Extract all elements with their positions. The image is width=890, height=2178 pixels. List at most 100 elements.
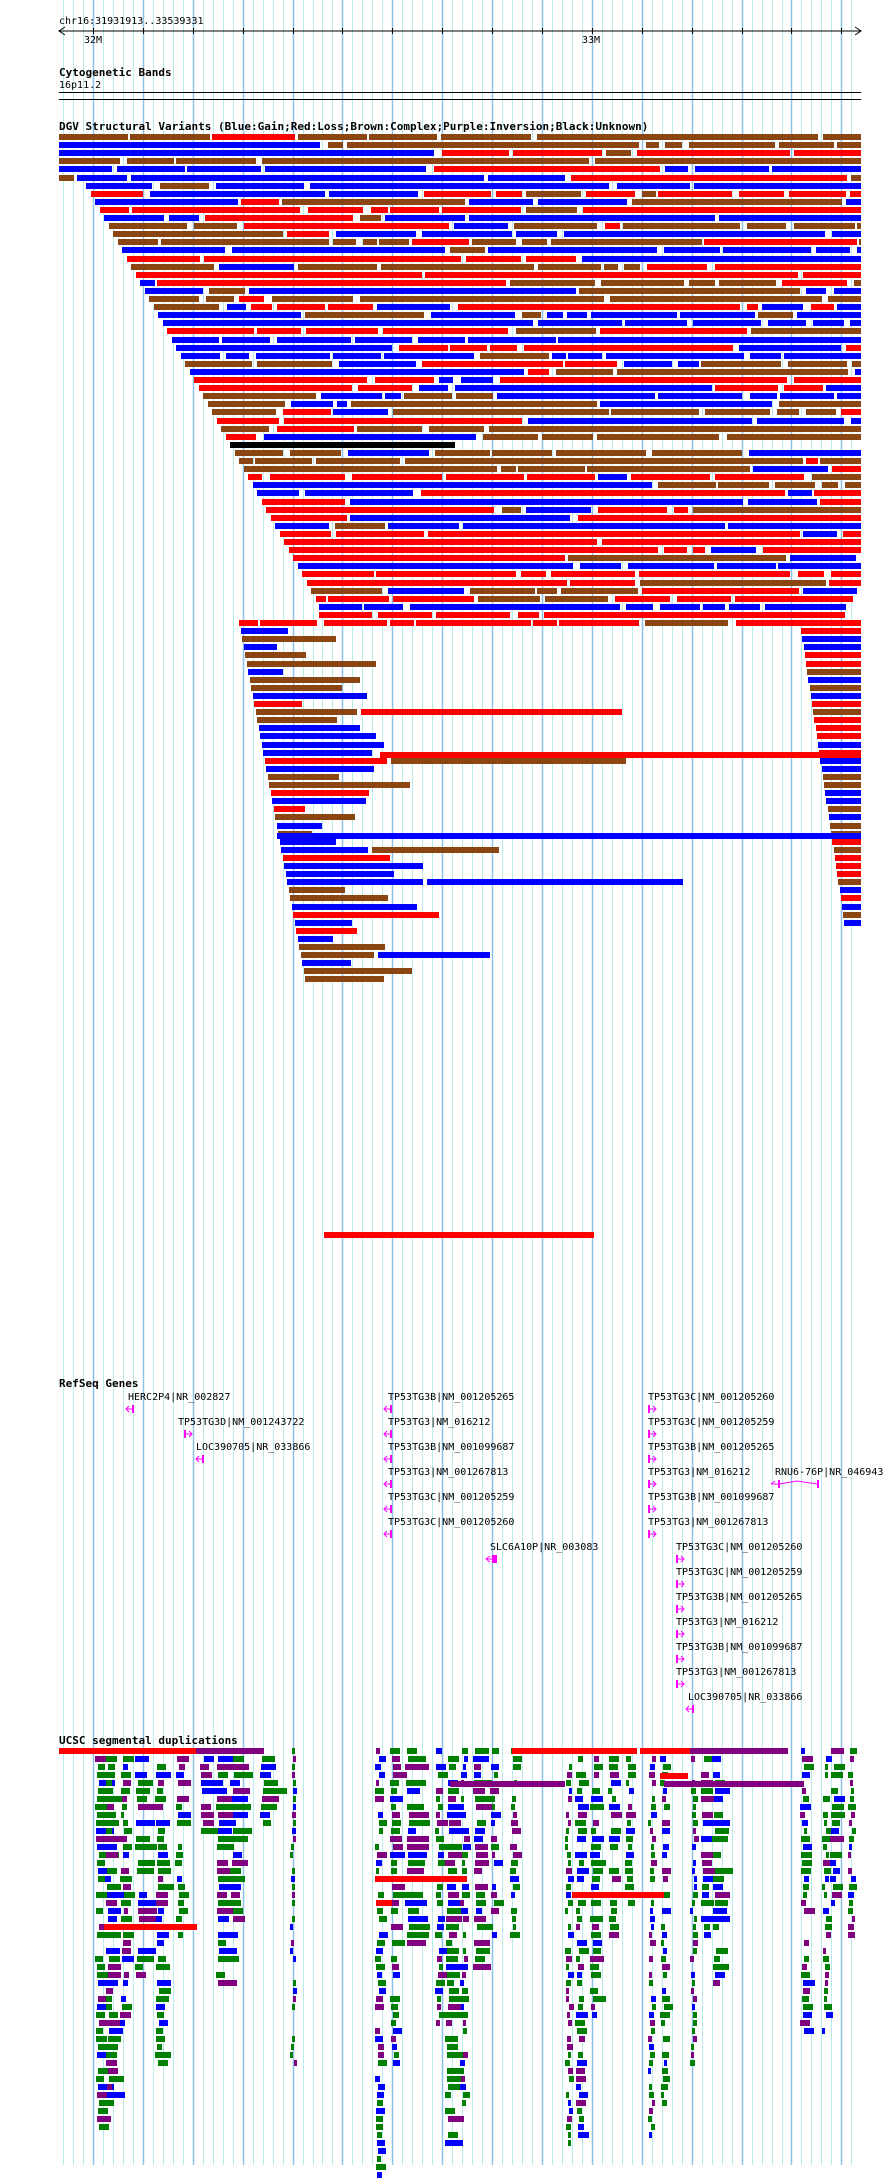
segdup-feature[interactable] (375, 1796, 384, 1802)
dgv-variant[interactable] (275, 523, 329, 529)
segdup-feature[interactable] (823, 1820, 827, 1826)
dgv-variant[interactable] (627, 563, 714, 569)
segdup-feature[interactable] (578, 1812, 587, 1818)
segdup-feature[interactable] (138, 1900, 157, 1906)
dgv-variant[interactable] (551, 239, 702, 245)
segdup-feature[interactable] (106, 2060, 118, 2066)
segdup-feature[interactable] (201, 1804, 211, 1810)
dgv-variant[interactable] (379, 239, 410, 245)
dgv-variant[interactable] (749, 393, 777, 399)
dgv-variant[interactable] (441, 134, 531, 140)
segdup-feature[interactable] (408, 1756, 426, 1762)
segdup-feature[interactable] (662, 1852, 668, 1858)
dgv-variant[interactable] (277, 833, 861, 839)
dgv-variant[interactable] (336, 231, 416, 237)
segdup-feature[interactable] (105, 1900, 117, 1906)
segdup-feature[interactable] (649, 1828, 653, 1834)
segdup-feature[interactable] (848, 1852, 852, 1858)
segdup-feature[interactable] (450, 1781, 565, 1787)
dgv-variant[interactable] (855, 369, 861, 375)
dgv-variant[interactable] (248, 669, 284, 675)
segdup-feature[interactable] (575, 2068, 586, 2074)
segdup-feature[interactable] (96, 1772, 116, 1778)
dgv-variant[interactable] (288, 887, 346, 893)
gene-label[interactable]: TP53TG3C|NM_001205259 (648, 1417, 775, 1428)
segdup-feature[interactable] (155, 2052, 172, 2058)
segdup-feature[interactable] (848, 1820, 853, 1826)
segdup-feature[interactable] (491, 1932, 497, 1938)
segdup-feature[interactable] (611, 1876, 621, 1882)
segdup-feature[interactable] (824, 2004, 833, 2010)
segdup-feature[interactable] (120, 1876, 132, 1882)
dgv-variant[interactable] (299, 944, 385, 950)
segdup-feature[interactable] (137, 1868, 155, 1874)
segdup-feature[interactable] (513, 1764, 522, 1770)
segdup-feature[interactable] (490, 1892, 497, 1898)
segdup-feature[interactable] (293, 1980, 297, 1986)
segdup-feature[interactable] (578, 1900, 587, 1906)
segdup-feature[interactable] (713, 1852, 722, 1858)
dgv-variant[interactable] (290, 895, 388, 901)
dgv-variant[interactable] (536, 588, 557, 594)
segdup-feature[interactable] (493, 1900, 504, 1906)
segdup-feature[interactable] (567, 1820, 571, 1826)
dgv-variant[interactable] (694, 166, 770, 172)
segdup-feature[interactable] (106, 2052, 117, 2058)
dgv-variant[interactable] (832, 466, 861, 472)
segdup-feature[interactable] (95, 1756, 111, 1762)
segdup-feature[interactable] (803, 1828, 808, 1834)
dgv-variant[interactable] (692, 507, 861, 513)
segdup-feature[interactable] (576, 1876, 585, 1882)
dgv-variant[interactable] (517, 612, 540, 618)
dgv-variant[interactable] (513, 223, 598, 229)
segdup-feature[interactable] (577, 1828, 588, 1834)
segdup-feature[interactable] (408, 1852, 427, 1858)
segdup-feature[interactable] (436, 1980, 446, 1986)
segdup-feature[interactable] (106, 2004, 112, 2010)
segdup-feature[interactable] (95, 1804, 113, 1810)
dgv-variant[interactable] (429, 426, 484, 432)
dgv-variant[interactable] (215, 183, 304, 189)
segdup-feature[interactable] (447, 1812, 462, 1818)
segdup-feature[interactable] (593, 1996, 607, 2002)
segdup-feature[interactable] (566, 2012, 570, 2018)
segdup-feature[interactable] (693, 1916, 697, 1922)
segdup-feature[interactable] (823, 1996, 827, 2002)
dgv-variant[interactable] (442, 150, 509, 156)
dgv-variant[interactable] (710, 547, 756, 553)
segdup-feature[interactable] (176, 1756, 190, 1762)
dgv-variant[interactable] (793, 223, 855, 229)
dgv-variant[interactable] (824, 782, 861, 788)
segdup-feature[interactable] (377, 2092, 385, 2098)
dgv-variant[interactable] (393, 409, 610, 415)
segdup-feature[interactable] (510, 1876, 520, 1882)
dgv-variant[interactable] (738, 345, 842, 351)
segdup-feature[interactable] (651, 1900, 655, 1906)
dgv-variant-unknown[interactable] (230, 442, 455, 448)
segdup-feature[interactable] (610, 1844, 618, 1850)
dgv-variant[interactable] (623, 264, 641, 270)
segdup-feature[interactable] (627, 1804, 632, 1810)
segdup-feature[interactable] (830, 1900, 836, 1906)
segdup-feature[interactable] (377, 2044, 385, 2050)
dgv-variant[interactable] (439, 377, 454, 383)
segdup-feature[interactable] (391, 1804, 397, 1810)
segdup-feature[interactable] (438, 1844, 450, 1850)
segdup-feature[interactable] (375, 2028, 380, 2034)
segdup-feature[interactable] (592, 1820, 599, 1826)
segdup-feature[interactable] (693, 1876, 697, 1882)
segdup-feature[interactable] (690, 2060, 695, 2066)
segdup-feature[interactable] (476, 1820, 486, 1826)
dgv-variant[interactable] (99, 207, 129, 213)
dgv-variant[interactable] (469, 199, 533, 205)
dgv-variant[interactable] (810, 304, 834, 310)
segdup-feature[interactable] (448, 1828, 465, 1834)
dgv-variant[interactable] (308, 207, 364, 213)
dgv-variant[interactable] (457, 304, 740, 310)
segdup-feature[interactable] (408, 1828, 417, 1834)
dgv-variant[interactable] (194, 377, 368, 383)
dgv-variant[interactable] (558, 620, 639, 626)
dgv-variant[interactable] (767, 320, 807, 326)
dgv-variant[interactable] (302, 571, 374, 577)
segdup-feature[interactable] (490, 1820, 496, 1826)
